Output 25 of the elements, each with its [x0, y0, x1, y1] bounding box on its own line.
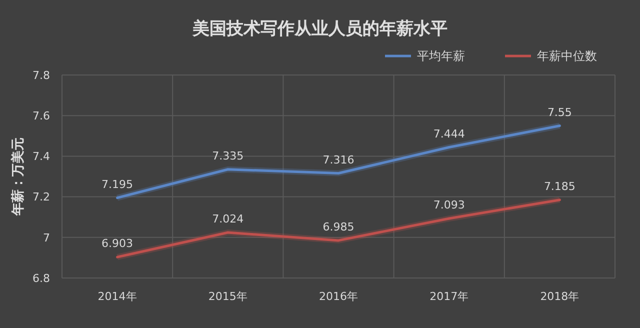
y-tick-label: 7.8 — [32, 68, 50, 82]
x-tick-label: 2015年 — [208, 290, 248, 303]
chart-title: 美国技术写作从业人员的年薪水平 — [192, 19, 448, 39]
data-label: 7.024 — [212, 212, 244, 226]
x-tick-label: 2016年 — [319, 290, 358, 303]
data-label: 6.903 — [102, 237, 134, 250]
data-label: 7.195 — [102, 178, 134, 191]
data-label: 7.316 — [322, 153, 354, 166]
y-tick-label: 7.6 — [32, 109, 50, 122]
data-label: 7.185 — [544, 180, 576, 193]
data-label: 6.985 — [322, 220, 354, 234]
legend-label: 平均年薪 — [417, 49, 465, 64]
y-tick-label: 7.4 — [32, 150, 50, 164]
data-label: 7.55 — [547, 106, 572, 119]
y-tick-label: 6.8 — [32, 272, 50, 285]
data-label: 7.093 — [433, 198, 465, 212]
y-axis-title: 年薪：万美元 — [10, 138, 26, 216]
x-tick-label: 2014年 — [98, 290, 137, 303]
x-tick-label: 2018年 — [540, 290, 580, 303]
legend-label: 年薪中位数 — [537, 49, 597, 64]
y-tick-label: 7 — [43, 231, 50, 244]
x-tick-label: 2017年 — [430, 290, 469, 303]
y-tick-label: 7.2 — [32, 190, 50, 204]
data-label: 7.335 — [212, 149, 244, 162]
data-label: 7.444 — [433, 127, 465, 140]
